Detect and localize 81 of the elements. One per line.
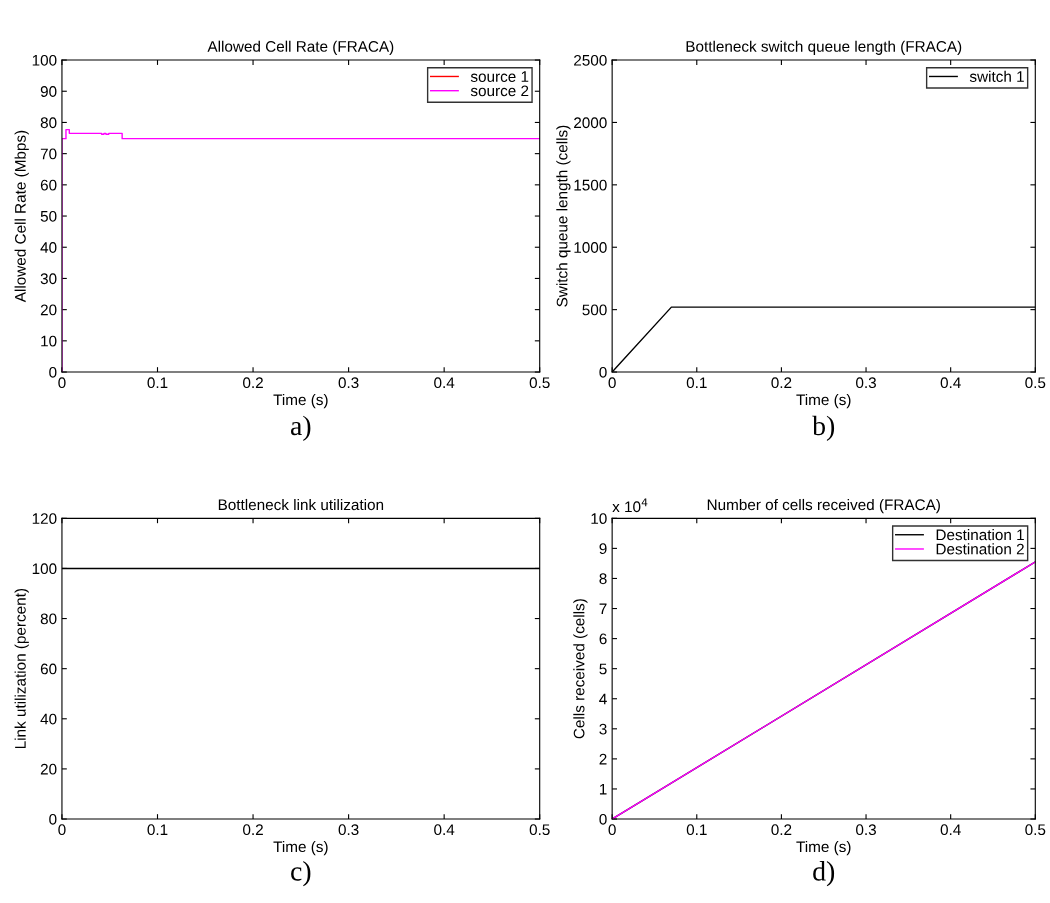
y-tick-label: 2500 <box>574 54 607 66</box>
legend-label: source 1 <box>470 71 529 82</box>
x-tick-label: 0.2 <box>243 824 263 836</box>
x-tick-label: 0.2 <box>771 824 792 836</box>
y-tick-label: 500 <box>582 304 607 316</box>
y-tick-label: 0 <box>599 813 607 825</box>
x-tick-label: 0.5 <box>1025 824 1046 836</box>
y-tick-label: 10 <box>41 335 57 347</box>
x-axis-title: Time (s) <box>273 840 328 856</box>
y-tick-label: 40 <box>40 242 57 253</box>
y-tick-label: 20 <box>40 304 57 316</box>
y-tick-label: 8 <box>599 573 607 585</box>
y-axis-title: Link utilization (percent) <box>14 588 29 749</box>
y-tick-label: 0 <box>599 366 607 378</box>
x-axis-title: Time (s) <box>796 393 851 409</box>
x-tick-label: 0 <box>58 377 66 389</box>
x-tick-label: 0.3 <box>338 377 359 389</box>
y-tick-label: 20 <box>40 763 57 775</box>
x-axis-title: Time (s) <box>796 840 851 856</box>
text: c) <box>291 861 311 887</box>
y-tick-label: 9 <box>599 543 607 555</box>
y-tick-label: 7 <box>599 603 607 615</box>
y-tick-label: 5 <box>599 663 607 675</box>
y-tick-label: 3 <box>599 723 607 735</box>
y-tick-label: 40 <box>40 713 57 725</box>
x-tick-label: 0.1 <box>686 377 707 389</box>
x-tick-label: 0.3 <box>856 377 876 389</box>
x-tick-label: 0.4 <box>434 377 455 389</box>
text: a) <box>291 415 311 441</box>
x-tick-label: 0.4 <box>940 824 961 836</box>
x-tick-label: 0 <box>58 824 66 836</box>
y-tick-label: 2000 <box>574 117 607 129</box>
y-tick-label: 4 <box>599 693 607 705</box>
x-tick-label: 0.1 <box>686 824 707 836</box>
x-tick-label: 0.2 <box>771 377 792 389</box>
y-tick-label: 90 <box>40 86 57 97</box>
y-tick-label: 80 <box>40 613 57 625</box>
y-tick-label: 1 <box>599 783 607 795</box>
y-tick-label: 60 <box>40 179 57 191</box>
x-tick-label: 0 <box>608 824 616 836</box>
y-tick-label: 100 <box>32 54 57 66</box>
text: d) <box>813 861 835 887</box>
x-tick-label: 0.5 <box>1025 377 1046 389</box>
chart-title: Bottleneck link utilization <box>218 498 384 511</box>
legend-label: source 2 <box>470 85 529 97</box>
x-tick-label: 0.4 <box>940 377 961 389</box>
y-tick-label: 70 <box>40 148 57 160</box>
y-tick-label: 100 <box>32 563 57 575</box>
y-tick-label: 120 <box>32 513 57 525</box>
chart-title: Bottleneck switch queue length (FRACA) <box>686 40 962 55</box>
x-tick-label: 0.3 <box>856 824 876 836</box>
chart-title: Number of cells received (FRACA) <box>707 498 940 514</box>
legend-label: Destination 1 <box>936 529 1024 541</box>
y-tick-label: 0 <box>49 366 57 378</box>
y-axis-title: Allowed Cell Rate (Mbps) <box>14 130 29 303</box>
x-tick-label: 0.3 <box>338 824 359 836</box>
text: x 10$^{4}$ <box>612 498 648 513</box>
text: b) <box>812 415 835 441</box>
y-tick-label: 1500 <box>574 179 607 191</box>
x-tick-label: 0.1 <box>147 824 168 836</box>
y-tick-label: 1000 <box>574 242 607 253</box>
y-tick-label: 30 <box>40 273 57 285</box>
y-tick-label: 2 <box>599 753 607 765</box>
chart-title: Allowed Cell Rate (FRACA) <box>207 40 394 55</box>
y-tick-label: 80 <box>40 117 57 129</box>
x-axis-title: Time (s) <box>273 393 328 409</box>
x-tick-label: 0.5 <box>529 377 550 389</box>
y-tick-label: 10 <box>591 513 607 525</box>
y-tick-label: 0 <box>49 813 57 825</box>
x-tick-label: 0.4 <box>434 824 455 836</box>
legend-label: Destination 2 <box>936 543 1024 555</box>
x-tick-label: 0.2 <box>243 377 263 389</box>
x-tick-label: 0.5 <box>529 824 550 836</box>
x-tick-label: 0.1 <box>147 377 168 389</box>
y-tick-label: 50 <box>40 210 57 222</box>
y-tick-label: 60 <box>40 663 57 675</box>
y-axis-title: Switch queue length (cells) <box>556 125 571 307</box>
y-axis-title: Cells received (cells) <box>573 599 588 739</box>
x-tick-label: 0 <box>608 377 616 389</box>
y-tick-label: 6 <box>599 633 607 645</box>
legend-label: switch 1 <box>969 70 1024 82</box>
